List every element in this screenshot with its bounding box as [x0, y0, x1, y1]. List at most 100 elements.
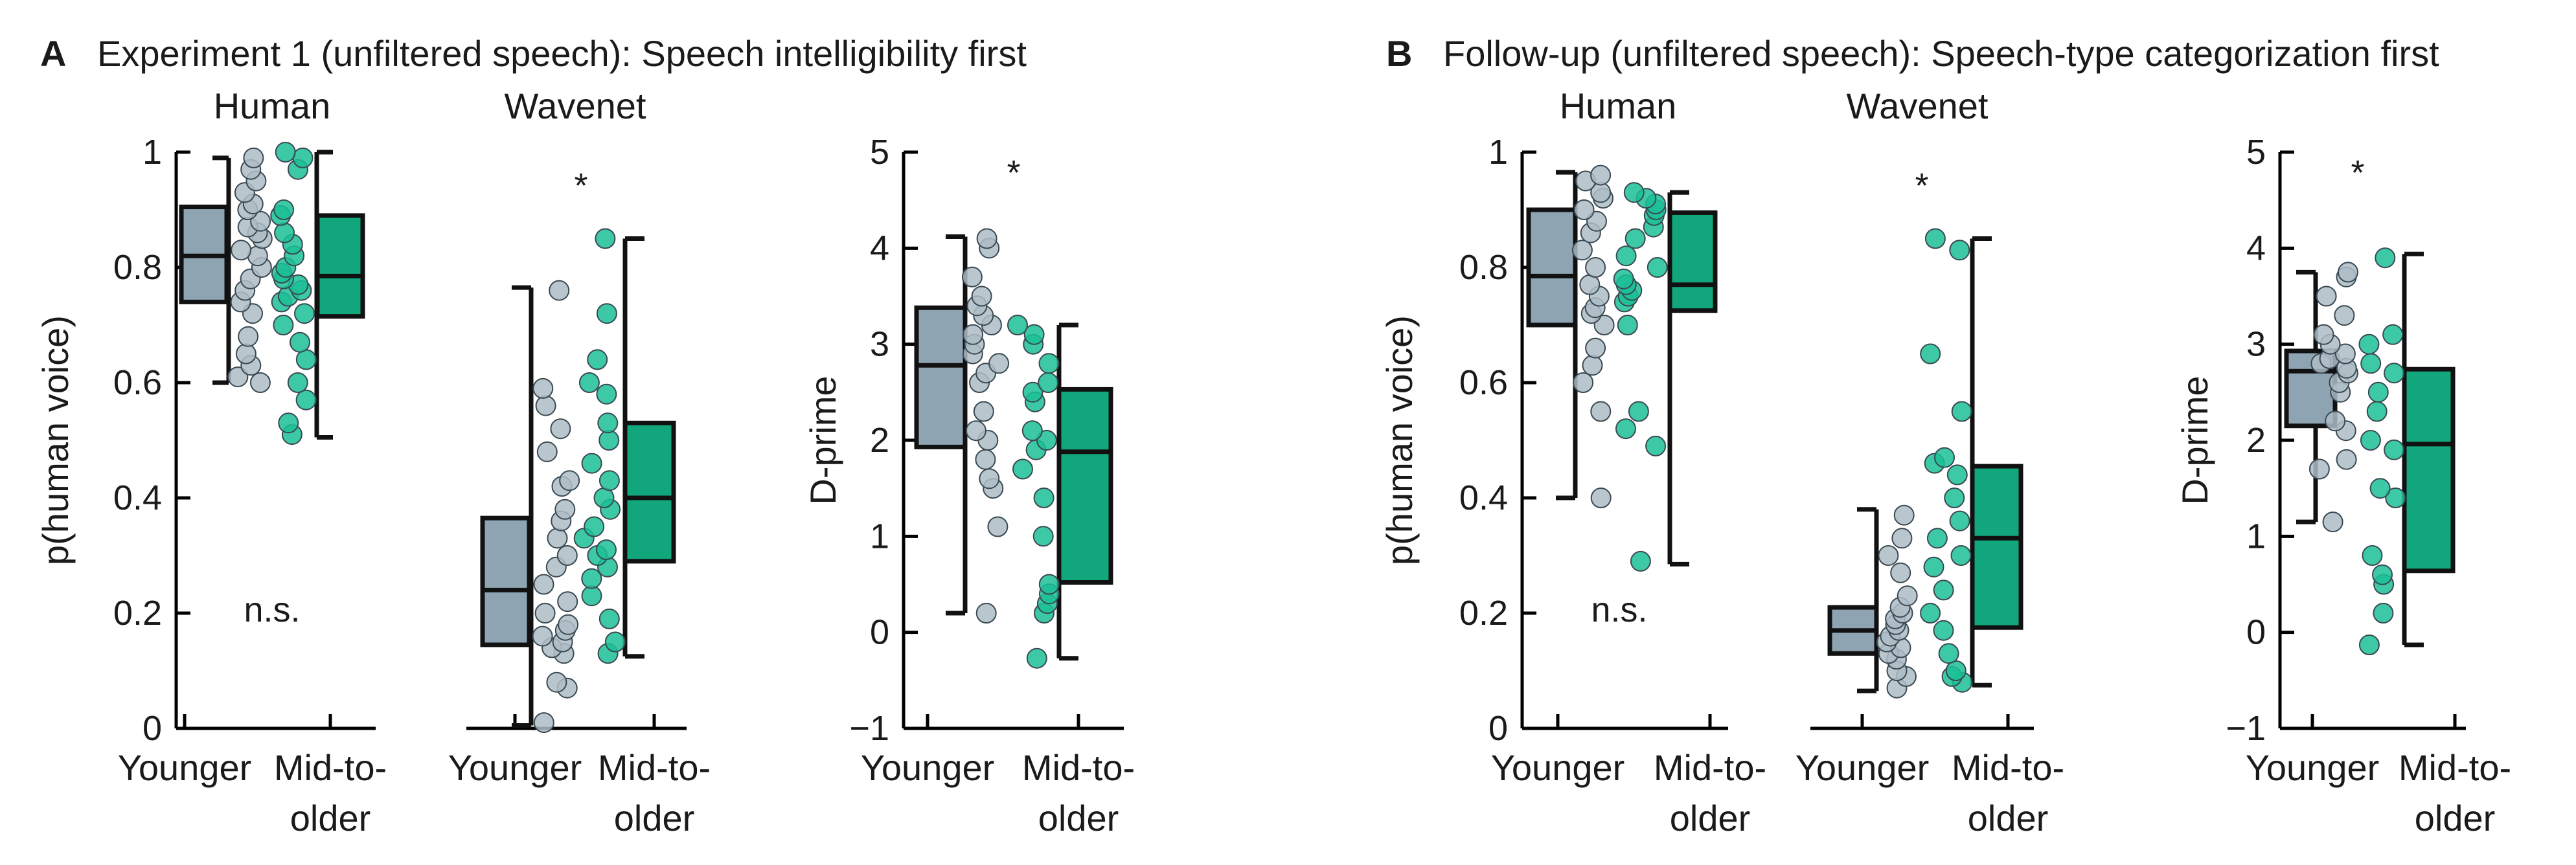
data-point — [1012, 458, 1033, 480]
data-point — [1571, 240, 1593, 261]
data-point — [1920, 343, 1941, 365]
y-tick-label: 1 — [2246, 517, 2266, 556]
data-point — [961, 266, 983, 287]
data-point — [1026, 647, 1047, 669]
data-point — [604, 631, 626, 653]
data-point — [1645, 435, 1667, 456]
y-tick-label: 3 — [2246, 325, 2266, 364]
data-point — [598, 608, 620, 629]
data-point — [295, 349, 317, 370]
box-iqr — [622, 420, 676, 564]
data-point — [2362, 545, 2383, 566]
data-point — [292, 147, 313, 168]
panel-a-title: Experiment 1 (unfiltered speech): Speech… — [97, 33, 1027, 74]
data-point — [2369, 478, 2391, 499]
data-point — [596, 383, 617, 405]
data-point — [971, 286, 992, 307]
data-point — [1022, 381, 1043, 403]
x-category-label-line: Mid-to- — [1654, 747, 1766, 788]
data-point — [1590, 488, 1612, 508]
data-point — [1585, 337, 1606, 359]
y-tick-label: 0.2 — [113, 594, 162, 633]
data-point — [2360, 353, 2382, 374]
data-point — [598, 470, 620, 491]
data-point — [2384, 439, 2405, 460]
data-point — [1934, 447, 1955, 468]
data-point — [2375, 247, 2396, 269]
data-point — [274, 222, 295, 243]
data-point — [595, 228, 616, 249]
data-point — [581, 568, 602, 589]
data-point — [581, 585, 602, 607]
y-tick-label: −1 — [849, 709, 889, 748]
y-axis-label: p(human voice) — [1379, 315, 1420, 565]
data-point — [227, 366, 249, 388]
data-point — [1920, 603, 1941, 623]
data-point — [273, 199, 295, 220]
x-category-label-younger: Younger — [861, 747, 995, 788]
data-point — [2373, 603, 2394, 623]
data-point — [2384, 363, 2405, 384]
data-point — [249, 372, 271, 393]
data-point — [1613, 268, 1634, 289]
panel-a-letter: A — [40, 33, 66, 74]
panel-a-wavenet-title: Wavenet — [505, 85, 646, 126]
box-iqr — [1056, 387, 1113, 585]
data-point — [2334, 343, 2356, 365]
data-point — [979, 468, 1000, 489]
subplot-a-human: 0 0.2 0.4 0.6 0.8 1 p(human voice) Younger Mid-t… — [35, 133, 387, 838]
y-tick-label: 0.8 — [1459, 248, 1508, 287]
subplot-a-dprime: −1 0 1 2 3 4 5 D-prime Younger Mid-to-older * — [803, 133, 1135, 838]
y-tick-label: 0.4 — [113, 478, 162, 517]
data-point — [1579, 274, 1601, 295]
data-point — [2313, 324, 2334, 345]
y-tick-label: 0.6 — [113, 363, 162, 402]
x-category-label-younger: Younger — [448, 747, 582, 788]
data-point — [231, 240, 252, 261]
panel-a-human-title: Human — [214, 85, 331, 126]
x-category-label-line: Mid-to- — [274, 747, 387, 788]
data-point — [987, 516, 1009, 537]
x-category-label-line: older — [2415, 798, 2496, 838]
data-point — [1933, 579, 1954, 601]
data-point — [287, 372, 308, 393]
data-point — [273, 315, 294, 335]
data-point — [578, 372, 600, 393]
y-axis-label: D-prime — [803, 376, 843, 504]
y-tick-label: 0 — [870, 613, 889, 652]
box-iqr — [914, 305, 968, 449]
data-point — [1624, 228, 1646, 249]
data-point — [2382, 324, 2404, 345]
data-point — [533, 574, 554, 595]
data-point — [587, 349, 608, 370]
data-point — [1630, 550, 1651, 572]
x-category-label-younger: Younger — [1491, 747, 1625, 788]
box-iqr — [1526, 207, 1578, 328]
box-older — [1007, 315, 1113, 669]
data-point — [549, 280, 570, 301]
data-point — [596, 303, 617, 324]
data-point — [976, 228, 997, 249]
y-axis-label: D-prime — [2174, 376, 2215, 504]
significance-annotation: n.s. — [244, 590, 300, 629]
data-point — [558, 614, 579, 635]
data-point — [1944, 488, 1965, 508]
data-point — [2338, 262, 2358, 283]
box-iqr — [1667, 210, 1718, 313]
box-younger — [2284, 262, 2358, 533]
y-tick-label: 3 — [870, 325, 889, 364]
y-tick-label: 0.2 — [1459, 594, 1508, 633]
y-tick-label: 5 — [870, 133, 889, 172]
subplot-b-human: 0 0.2 0.4 0.6 0.8 1 p(human voice) Younger Mid-t… — [1379, 133, 1766, 838]
x-category-label-line: Mid-to- — [1952, 747, 2064, 788]
box-older — [1920, 228, 2023, 693]
box-younger — [480, 280, 580, 734]
data-point — [1890, 562, 1911, 583]
data-point — [1923, 556, 1944, 578]
x-category-label-older: Mid-to-older — [2399, 747, 2511, 838]
data-point — [535, 395, 556, 416]
box-younger — [914, 228, 1010, 623]
x-category-label-younger: Younger — [2246, 747, 2380, 788]
y-tick-label: 5 — [2246, 133, 2266, 172]
data-point — [243, 147, 264, 168]
